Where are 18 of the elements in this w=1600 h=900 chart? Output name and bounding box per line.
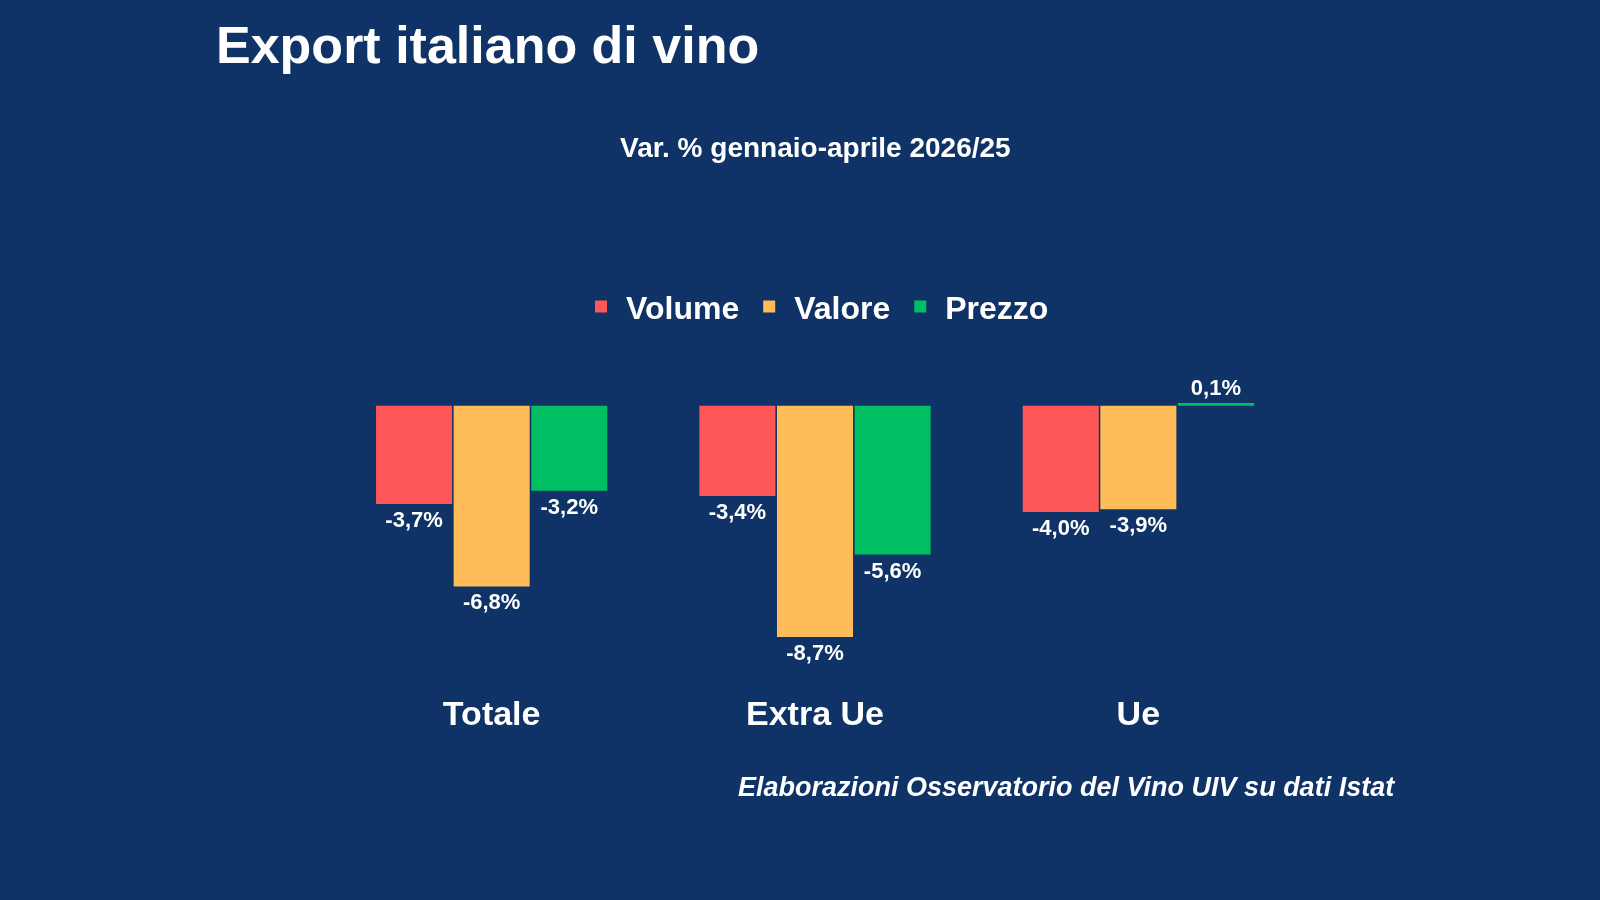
chart-subtitle: Var. % gennaio-aprile 2026/25 <box>620 132 1011 163</box>
data-label: -4,0% <box>1031 515 1090 541</box>
x-tick-label: Totale <box>442 694 541 732</box>
data-label: -3,2% <box>540 493 599 519</box>
data-label: -3,9% <box>1109 512 1168 538</box>
legend-label: Valore <box>794 290 891 327</box>
chart-title: Export italiano di vino <box>216 16 760 75</box>
data-label: 0,1% <box>1190 375 1242 400</box>
legend-label: Prezzo <box>945 290 1049 327</box>
data-label: -5,6% <box>863 557 922 583</box>
data-label: -8,7% <box>786 640 844 665</box>
text: Elaborazioni Osservatorio del Vino UIV su dati Istat <box>738 772 1396 802</box>
x-tick-label: Ue <box>1116 694 1161 732</box>
data-label: -6,8% <box>462 589 521 615</box>
legend-label: Volume <box>626 290 740 327</box>
data-label: -3,7% <box>385 507 443 533</box>
x-tick-label: Extra Ue <box>746 694 884 732</box>
data-label: -3,4% <box>708 499 767 525</box>
